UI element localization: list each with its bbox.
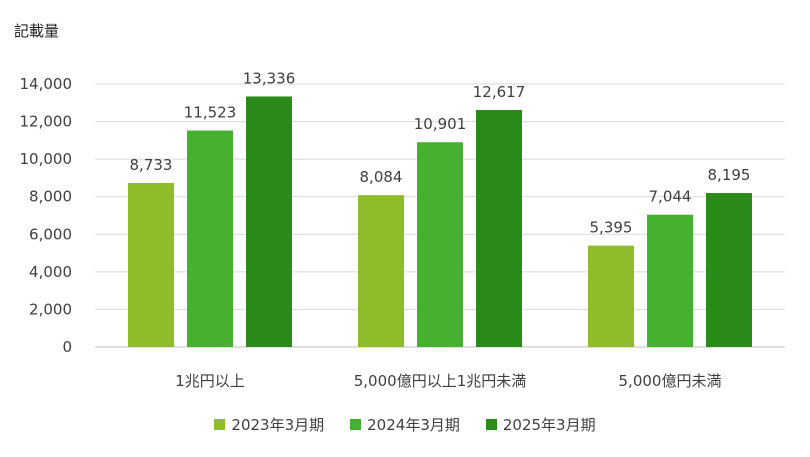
bar [417,142,463,347]
legend-label-2025: 2025年3月期 [502,416,596,434]
legend-item-2025: 2025年3月期 [485,414,596,435]
bar [187,130,233,347]
y-tick-label: 4,000 [29,263,72,281]
data-label: 8,195 [708,166,751,184]
data-label: 8,733 [130,156,173,174]
y-tick-label: 6,000 [29,225,72,243]
y-tick-label: 10,000 [20,150,73,168]
legend-item-2023: 2023年3月期 [214,414,324,435]
data-label: 7,044 [649,188,692,206]
legend-swatch-2024 [350,419,362,430]
data-label: 10,901 [414,115,467,133]
y-axis-unit-label: 記載量 [14,22,60,40]
bar [128,182,174,347]
data-label: 12,617 [473,83,526,101]
legend-swatch-2025 [485,419,497,430]
bar [246,96,292,347]
bar [706,193,752,347]
data-label: 11,523 [184,104,237,122]
legend: 2023年3月期 2024年3月期 2025年3月期 [0,414,810,435]
bar [647,214,693,347]
y-tick-label: 14,000 [20,75,73,93]
y-tick-label: 12,000 [20,113,73,131]
data-label: 8,084 [360,168,403,186]
x-category-label: 5,000億円未満 [619,372,722,390]
legend-item-2024: 2024年3月期 [350,414,460,435]
y-tick-label: 8,000 [29,188,72,206]
bar [476,109,522,347]
data-label: 13,336 [243,69,296,87]
bar-chart: 0 2,000 4,000 6,000 8,000 10,000 12,000 14,000 8… [20,69,785,390]
y-tick-label: 0 [62,338,72,356]
bar [358,195,404,347]
bar [588,245,634,347]
data-label: 5,395 [590,219,633,237]
legend-swatch-2023 [214,419,226,430]
x-category-label: 5,000億円以上1兆円未満 [354,372,527,390]
y-tick-label: 2,000 [29,300,72,318]
legend-label-2023: 2023年3月期 [231,416,325,434]
legend-label-2024: 2024年3月期 [367,416,460,434]
x-category-label: 1兆円以上 [175,372,245,390]
